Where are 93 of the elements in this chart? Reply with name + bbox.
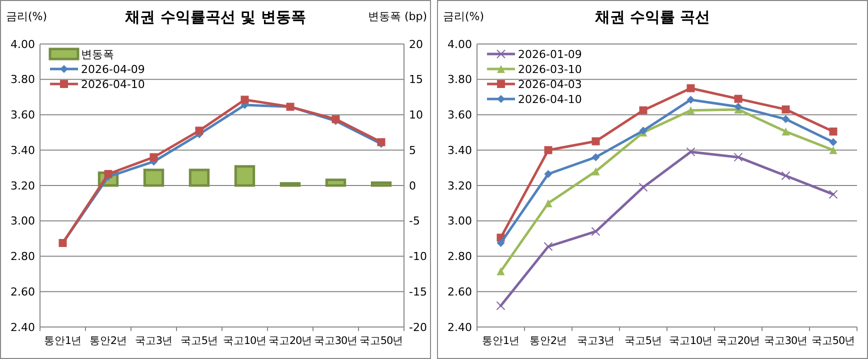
point	[782, 115, 790, 124]
y-tick-label: 3.00	[10, 214, 35, 228]
x-tick-label: 국고20년	[716, 335, 760, 347]
legend-label: 2026-03-10	[518, 62, 582, 76]
y-tick-label: 3.60	[10, 108, 35, 122]
x-tick-label: 통안1년	[482, 335, 520, 347]
legend-label: 2026-04-10	[81, 78, 145, 91]
y-tick-label: 3.20	[448, 179, 472, 192]
bar	[280, 182, 301, 187]
point	[496, 267, 505, 276]
point	[734, 152, 743, 162]
point	[592, 167, 600, 176]
point	[639, 106, 648, 114]
point	[734, 94, 742, 103]
x-tick-label: 국고5년	[624, 335, 662, 347]
x-tick-label: 통안2년	[90, 335, 127, 347]
y-tick-label: 2.40	[448, 320, 472, 334]
point	[591, 226, 600, 236]
point	[592, 137, 600, 146]
y2-tick-label: -15	[409, 285, 427, 298]
point	[496, 238, 505, 247]
y-tick-label: 4.00	[10, 38, 35, 51]
y-tick-label: 3.60	[448, 108, 472, 122]
bar	[234, 165, 256, 187]
point	[544, 146, 552, 154]
chart-title: 채권 수익률 곡선	[594, 8, 710, 26]
y-tick-label: 4.00	[448, 38, 472, 51]
point	[782, 105, 790, 114]
point	[195, 126, 204, 135]
point	[638, 182, 648, 192]
bar	[325, 178, 346, 187]
point	[782, 128, 790, 136]
x-tick-label: 국고10년	[669, 335, 712, 347]
y2-tick-label: 0	[409, 179, 416, 192]
point	[686, 96, 695, 104]
point	[544, 170, 552, 178]
y-tick-label: 3.40	[10, 144, 35, 157]
point	[829, 138, 838, 146]
point	[686, 106, 695, 114]
point	[150, 153, 158, 162]
x-tick-label: 국고30년	[314, 335, 358, 347]
legend-label: 2026-01-09	[518, 48, 582, 61]
x-tick-label: 통안1년	[44, 335, 82, 347]
y-tick-label: 3.80	[448, 73, 472, 86]
y-tick-label: 2.80	[10, 250, 35, 264]
point	[829, 146, 838, 154]
bar	[370, 181, 392, 187]
x-tick-label: 국고3년	[577, 335, 614, 347]
legend-label: 변동폭	[81, 48, 114, 61]
y-tick-label: 3.00	[448, 214, 472, 228]
x-tick-label: 국고50년	[812, 335, 855, 347]
x-tick-label: 국고50년	[360, 335, 403, 347]
chart-title: 채권 수익률곡선 및 변동폭	[124, 8, 306, 26]
y-tick-label: 3.20	[10, 179, 35, 192]
legend-label: 2026-04-10	[518, 92, 582, 106]
point	[734, 102, 742, 111]
point	[686, 84, 695, 92]
x-tick-label: 통안2년	[530, 335, 567, 347]
y2-tick-label: -10	[409, 250, 427, 264]
y2-axis-title: 변동폭 (bp)	[368, 10, 427, 23]
y-tick-label: 2.60	[448, 285, 472, 298]
y-axis-title: 금리(%)	[443, 10, 484, 23]
point	[240, 96, 249, 104]
y-tick-label: 3.80	[10, 73, 35, 86]
x-tick-label: 국고3년	[135, 335, 172, 347]
point	[592, 153, 600, 162]
y-tick-label: 2.60	[10, 285, 35, 298]
x-tick-label: 국고20년	[268, 335, 312, 347]
y2-tick-label: 5	[409, 144, 416, 157]
point	[496, 301, 506, 310]
bar	[143, 168, 164, 187]
point	[828, 190, 838, 199]
x-tick-label: 국고30년	[764, 335, 808, 347]
point	[781, 171, 790, 180]
x-tick-label: 국고10년	[223, 335, 266, 347]
point	[104, 170, 112, 178]
legend-label: 2026-04-09	[81, 62, 145, 76]
legend-label: 2026-04-03	[518, 78, 582, 91]
y2-tick-label: 20	[409, 38, 423, 51]
y2-tick-label: -5	[409, 214, 420, 228]
bar	[188, 168, 210, 187]
point	[544, 199, 552, 208]
y2-tick-label: -20	[409, 320, 427, 334]
y-tick-label: 3.40	[448, 144, 472, 157]
point	[544, 242, 553, 252]
y-axis-title: 금리(%)	[6, 10, 48, 23]
point	[829, 128, 838, 136]
y2-tick-label: 10	[409, 108, 423, 122]
y-tick-label: 2.80	[448, 250, 472, 264]
point	[686, 147, 696, 156]
y2-tick-label: 15	[409, 73, 423, 86]
y-tick-label: 2.40	[10, 320, 35, 334]
x-tick-label: 국고5년	[180, 335, 218, 347]
